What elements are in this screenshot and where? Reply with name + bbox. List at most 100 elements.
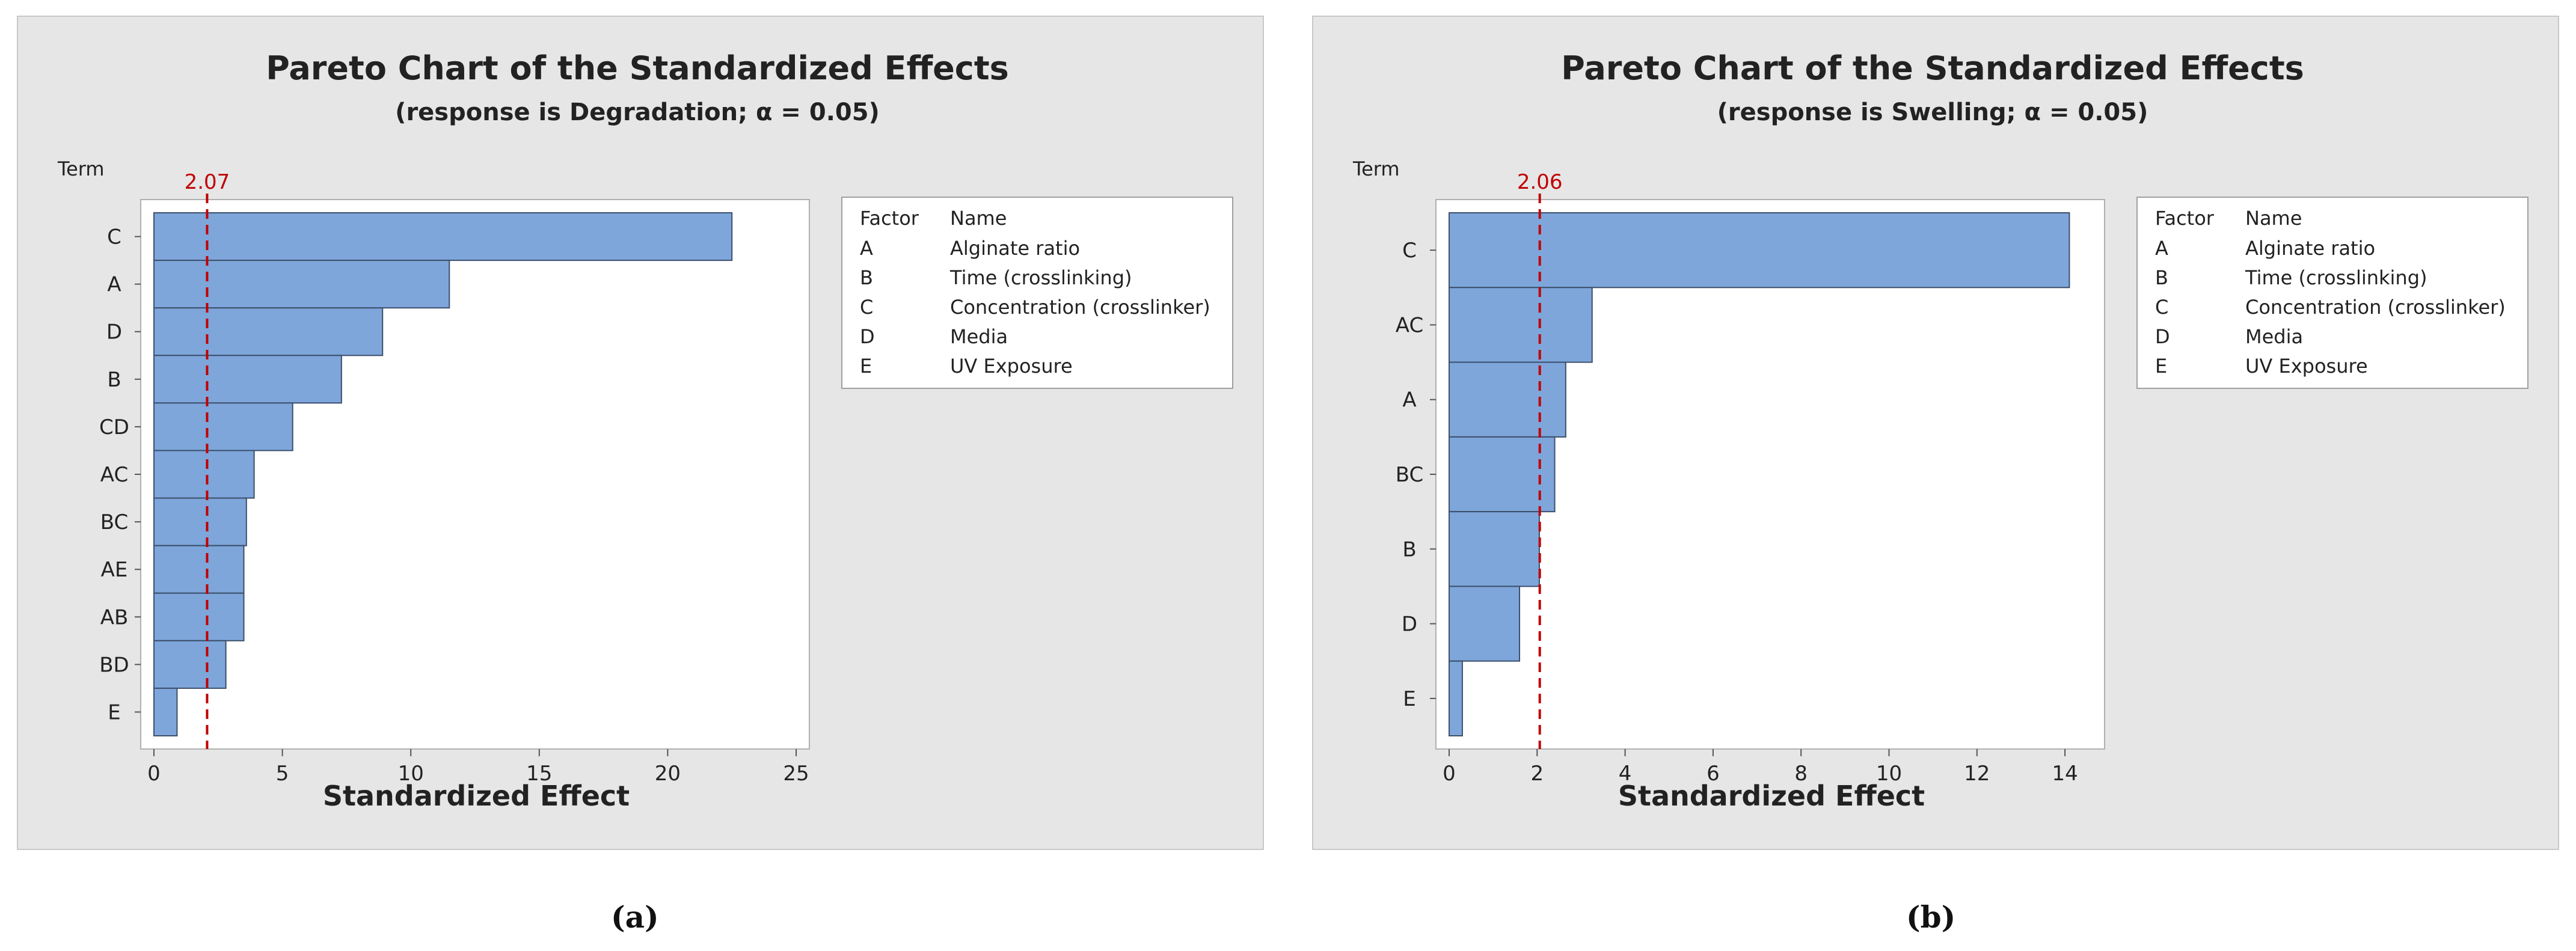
category-labels: C AC A BC B D E [1396, 239, 1436, 711]
legend-name-C: Concentration (crosslinker) [2245, 296, 2506, 319]
category-label-E: E [108, 700, 120, 724]
bar-A [153, 260, 450, 309]
legend-name-E: UV Exposure [2245, 355, 2368, 378]
bar-BD [153, 640, 227, 689]
x-tick-label: 25 [783, 762, 809, 786]
legend-box [2136, 197, 2528, 389]
y-axis-label: Term [57, 157, 105, 180]
x-tick-label: 4 [1619, 762, 1632, 786]
caption-b: (b) [1906, 899, 1956, 935]
reference-line-label: 2.07 [185, 170, 230, 194]
bar-group [1449, 212, 2070, 736]
legend-name-A: Alginate ratio [2245, 237, 2375, 260]
legend-factor-C: C [860, 296, 873, 319]
legend-factor-header: Factor [2155, 207, 2215, 230]
reference-line-group: 2.07 [185, 170, 230, 749]
x-tick-label: 12 [1964, 762, 1990, 786]
chart-title: Pareto Chart of the Standardized Effects [1561, 49, 2304, 87]
x-tick-label: 10 [1876, 762, 1902, 786]
legend-factor-A: A [860, 237, 873, 260]
category-label-B: B [1402, 537, 1416, 561]
pareto-chart-degradation: Pareto Chart of the Standardized Effects… [57, 49, 1233, 812]
caption-a: (a) [611, 899, 659, 935]
x-tick-label: 20 [655, 762, 681, 786]
chart-title: Pareto Chart of the Standardized Effects [266, 49, 1009, 87]
legend-factor-B: B [860, 266, 873, 289]
y-axis-label: Term [1352, 157, 1400, 180]
x-tick-label: 2 [1530, 762, 1544, 786]
bar-BC [1449, 436, 1556, 513]
chart-panel-a: Pareto Chart of the Standardized Effects… [17, 16, 1264, 850]
category-label-D: D [106, 320, 122, 344]
x-tick-label: 0 [147, 762, 161, 786]
category-label-D: D [1402, 613, 1417, 637]
bar-A [1449, 361, 1566, 438]
x-tick-label: 6 [1707, 762, 1720, 786]
pareto-chart-swelling: Pareto Chart of the Standardized Effects… [1352, 49, 2528, 812]
factor-legend: Factor Name A Alginate ratio B Time (crosslin… [2136, 197, 2528, 389]
category-label-B: B [107, 368, 121, 392]
legend-factor-B: B [2155, 266, 2168, 289]
x-axis-label: Standardized Effect [1618, 780, 1925, 812]
legend-name-A: Alginate ratio [950, 237, 1080, 260]
x-axis-ticks: 0 2 4 6 8 10 12 14 [1443, 749, 2078, 786]
legend-factor-E: E [860, 355, 872, 378]
bar-BC [153, 497, 247, 546]
bar-E [1449, 660, 1463, 736]
legend-name-B: Time (crosslinking) [2245, 266, 2427, 289]
bar-group [153, 212, 733, 736]
legend-factor-D: D [860, 325, 875, 348]
x-tick-label: 5 [276, 762, 289, 786]
bar-D [153, 307, 384, 356]
category-label-AC: AC [100, 463, 128, 487]
bar-AC [1449, 287, 1593, 363]
x-tick-label: 8 [1794, 762, 1808, 786]
legend-box [841, 197, 1233, 389]
bar-AB [153, 592, 245, 641]
legend-name-C: Concentration (crosslinker) [950, 296, 1210, 319]
bar-B [153, 355, 342, 404]
x-tick-label: 14 [2052, 762, 2078, 786]
x-tick-label: 15 [526, 762, 552, 786]
x-axis-ticks: 0 5 10 15 20 25 [147, 749, 809, 786]
legend-factor-A: A [2155, 237, 2168, 260]
category-label-C: C [107, 225, 121, 249]
category-label-AC: AC [1396, 313, 1423, 337]
bar-D [1449, 586, 1521, 662]
x-tick-label: 10 [398, 762, 424, 786]
legend-name-B: Time (crosslinking) [949, 266, 1132, 289]
reference-line-group: 2.06 [1517, 170, 1563, 749]
category-label-AE: AE [101, 558, 128, 582]
bar-C [1449, 212, 2070, 289]
legend-factor-C: C [2155, 296, 2168, 319]
legend-name-header: Name [2245, 207, 2302, 230]
bar-AC [153, 450, 255, 499]
category-label-BC: BC [100, 510, 128, 534]
bar-AE [153, 545, 245, 594]
category-label-AB: AB [100, 605, 129, 629]
legend-name-D: Media [2245, 325, 2303, 348]
legend-name-E: UV Exposure [950, 355, 1073, 378]
category-label-BC: BC [1396, 463, 1423, 487]
chart-subtitle: (response is Degradation; α = 0.05) [395, 99, 880, 126]
category-label-A: A [1402, 388, 1416, 412]
factor-legend: Factor Name A Alginate ratio B Time (crosslin… [841, 197, 1233, 389]
x-axis-label: Standardized Effect [323, 780, 630, 812]
category-label-E: E [1403, 687, 1415, 711]
chart-panel-b: Pareto Chart of the Standardized Effects… [1312, 16, 2559, 850]
legend-factor-D: D [2155, 325, 2170, 348]
category-label-A: A [107, 273, 121, 297]
bar-B [1449, 511, 1540, 587]
chart-subtitle: (response is Swelling; α = 0.05) [1717, 99, 2148, 126]
bar-C [153, 212, 733, 261]
bar-E [153, 687, 178, 736]
category-label-BD: BD [99, 653, 129, 677]
x-tick-label: 0 [1443, 762, 1456, 786]
category-label-CD: CD [99, 415, 129, 439]
reference-line-label: 2.06 [1517, 170, 1563, 194]
bar-CD [153, 402, 293, 451]
legend-factor-E: E [2155, 355, 2167, 378]
legend-factor-header: Factor [860, 207, 919, 230]
legend-name-D: Media [950, 325, 1008, 348]
